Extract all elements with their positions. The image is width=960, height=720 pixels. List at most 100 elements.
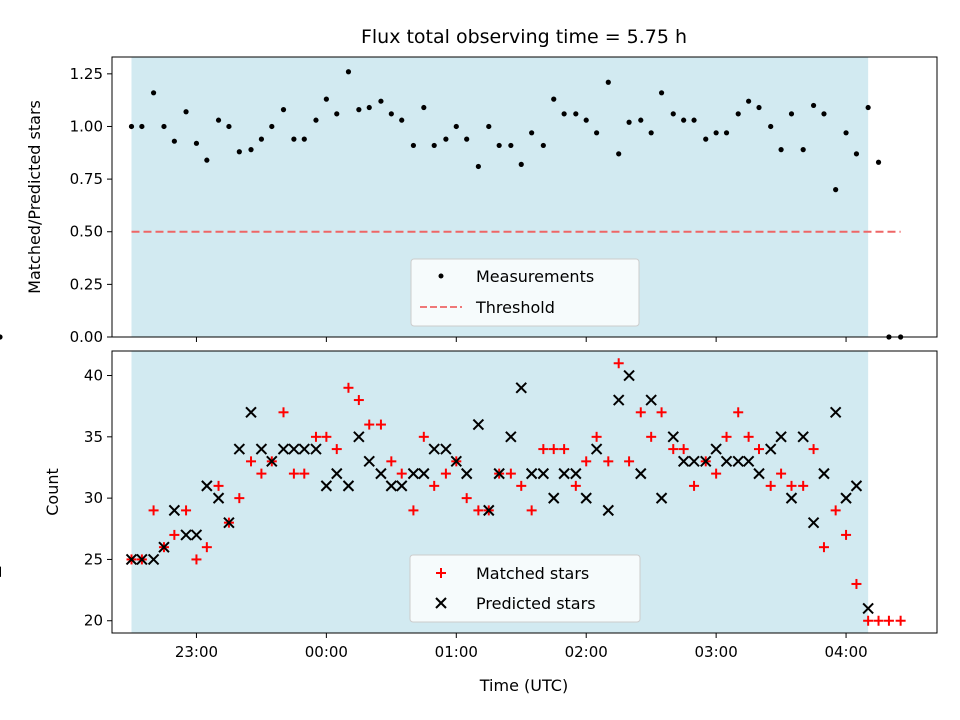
measurement-point <box>421 104 427 111</box>
matched-star-point <box>765 480 776 491</box>
predicted-star-point <box>418 467 430 480</box>
measurement-point <box>226 123 232 130</box>
predicted-star-point <box>612 394 625 406</box>
predicted-star-point <box>158 541 170 553</box>
matched-star-point <box>786 480 797 491</box>
legend-predicted-label: Predicted stars <box>476 594 596 613</box>
predicted-star-point <box>460 467 473 480</box>
matched-star-point <box>246 456 257 467</box>
predicted-star-point <box>764 443 777 455</box>
matched-star-point <box>201 542 212 553</box>
matched-star-point <box>818 542 829 553</box>
measurement-point <box>540 142 546 149</box>
measurement-point <box>291 136 297 142</box>
measurement-point <box>735 111 741 117</box>
measurement-point <box>605 79 611 85</box>
predicted-star-point <box>288 443 300 455</box>
measurement-point <box>443 136 449 142</box>
measurement-point <box>681 117 687 123</box>
measurement-point <box>508 142 514 149</box>
predicted-star-point <box>548 492 560 504</box>
measurement-point <box>366 104 372 111</box>
legend-matched-marker <box>436 568 446 578</box>
predicted-star-point <box>440 443 452 455</box>
matched-star-point <box>689 480 700 491</box>
measurement-point <box>648 130 654 136</box>
measurement-point <box>356 107 362 113</box>
y-tick-label: 20 <box>84 612 103 630</box>
matched-star-point <box>873 615 884 626</box>
measurement-point <box>475 163 481 170</box>
predicted-star-point <box>700 455 712 468</box>
matched-star-point <box>656 407 667 418</box>
predicted-star-point <box>807 516 820 529</box>
measurement-point <box>313 117 319 123</box>
top-legend-box <box>410 258 640 327</box>
matched-star-point <box>603 456 614 467</box>
matched-star-point <box>375 419 386 430</box>
predicted-star-point <box>785 492 798 504</box>
measurement-point <box>626 119 632 125</box>
predicted-star-point <box>125 553 138 566</box>
predicted-star-point <box>720 455 733 468</box>
predicted-star-point <box>255 443 268 455</box>
predicted-star-point <box>212 492 225 504</box>
predicted-star-point <box>667 431 679 443</box>
predicted-star-point <box>483 504 495 517</box>
predicted-star-point <box>602 504 615 517</box>
matched-star-point <box>526 505 537 516</box>
matched-star-point <box>331 444 342 455</box>
measurement-point <box>248 147 254 153</box>
matched-star-point <box>624 456 635 467</box>
measurement-point <box>833 187 839 193</box>
predicted-star-point <box>493 467 505 480</box>
measurement-point <box>323 96 329 102</box>
measurement-point <box>345 69 352 75</box>
measurement-point <box>746 98 752 104</box>
measurement-point <box>139 123 145 130</box>
predicted-star-point <box>342 480 355 492</box>
x-tick-label: 23:00 <box>175 643 218 661</box>
predicted-star-point <box>201 480 213 492</box>
y-tick-label: 40 <box>84 367 103 385</box>
predicted-star-point <box>623 369 635 382</box>
predicted-star-point <box>635 467 647 480</box>
predicted-star-point <box>407 467 420 480</box>
predicted-star-point <box>862 602 874 615</box>
bottom-y-axis-label: Count <box>43 468 62 516</box>
measurement-point <box>496 142 502 149</box>
matched-star-point <box>386 456 397 467</box>
measurement-point <box>301 136 307 142</box>
top-y-axis-label: Matched/Predicted stars <box>25 100 44 294</box>
x-tick-label: 03:00 <box>695 643 738 661</box>
matched-star-point <box>591 431 602 442</box>
predicted-star-point <box>472 418 485 431</box>
predicted-star-point <box>742 455 755 468</box>
predicted-star-point <box>180 529 192 541</box>
measurement-point <box>561 111 567 117</box>
measurement-point <box>551 96 557 102</box>
y-tick-label: 0.25 <box>70 275 103 293</box>
predicted-star-point <box>732 455 744 468</box>
measurement-point <box>410 142 417 149</box>
measurement-point <box>280 107 287 113</box>
matched-star-point <box>418 431 429 442</box>
measurement-point <box>388 111 394 117</box>
x-tick-label: 00:00 <box>305 643 348 661</box>
matched-star-point <box>181 505 192 516</box>
matched-star-point <box>440 468 451 479</box>
predicted-star-point <box>223 516 235 529</box>
predicted-star-point <box>310 443 322 455</box>
measurement-point <box>258 136 265 142</box>
matched-star-point <box>559 444 570 455</box>
bottom-legend-box <box>409 554 641 623</box>
matched-star-point <box>321 431 332 442</box>
predicted-star-point <box>525 467 538 480</box>
measurement-point <box>778 147 784 153</box>
legend-cross-glyph <box>435 597 447 609</box>
measurement-point <box>453 123 459 130</box>
measurement-point <box>128 123 135 130</box>
measurement-point <box>378 98 384 104</box>
predicted-star-point <box>515 382 527 394</box>
predicted-star-point <box>233 443 246 455</box>
